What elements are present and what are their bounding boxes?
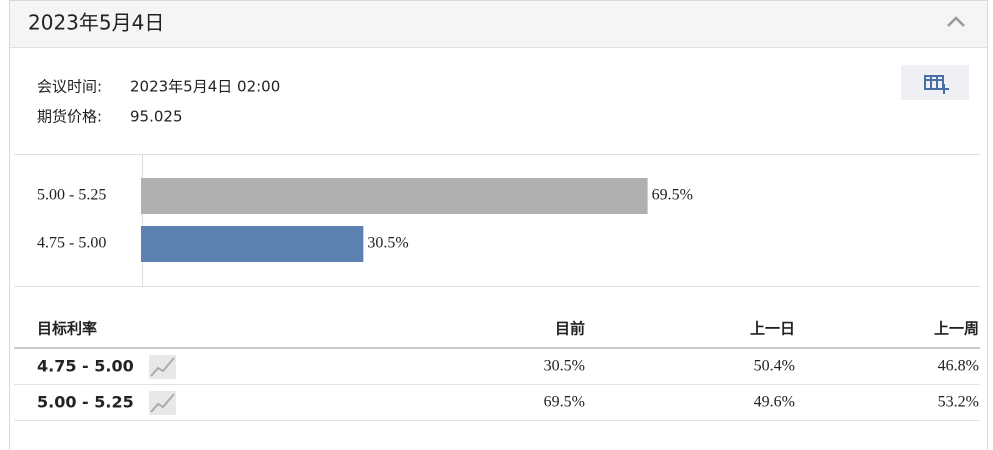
table-cell: 69.5%: [544, 394, 585, 411]
trend-icon[interactable]: [149, 391, 176, 415]
table-icon: [924, 75, 944, 90]
meeting-value: 2023年5月4日 02:00: [130, 78, 280, 96]
column-header: 上一周: [934, 320, 979, 338]
bar: [141, 226, 364, 262]
column-header: 目标利率: [37, 320, 97, 338]
category-label: 5.00 - 5.25: [37, 187, 106, 204]
table-view-button[interactable]: [901, 65, 969, 100]
value-label: 69.5%: [652, 187, 693, 204]
table-cell: 49.6%: [754, 394, 795, 411]
price-label: 期货价格:: [37, 108, 102, 126]
bar: [141, 178, 648, 214]
trend-icon[interactable]: [149, 355, 176, 379]
icon-bg: [149, 355, 176, 379]
icon-line: [150, 357, 175, 377]
panel-border: [9, 0, 988, 450]
icon-bg: [149, 391, 176, 415]
table-cell: 46.8%: [938, 358, 979, 375]
meeting-label: 会议时间:: [37, 78, 102, 96]
table-cell: 53.2%: [938, 394, 979, 411]
category-label: 4.75 - 5.00: [37, 235, 106, 252]
button-bg: [901, 65, 969, 100]
column-header: 目前: [555, 320, 585, 338]
row-label: 5.00 - 5.25: [37, 393, 134, 412]
bar-chart: 5.00 - 5.25 69.5% 4.75 - 5.00 30.5%: [37, 178, 693, 262]
row-label: 4.75 - 5.00: [37, 357, 134, 376]
panel-header: [10, 1, 987, 47]
table-cell: 30.5%: [544, 358, 585, 375]
panel-title: 2023年5月4日: [28, 11, 164, 35]
icon-line: [150, 393, 175, 413]
plus-icon: [925, 76, 949, 94]
column-header: 上一日: [750, 320, 795, 338]
rate-table: 目标利率 目前 上一日 上一周 4.75 - 5.00 30.5% 50.4% 46.8% 5.…: [14, 320, 980, 421]
collapse-button[interactable]: [947, 16, 965, 27]
value-label: 30.5%: [367, 235, 408, 252]
price-value: 95.025: [130, 108, 183, 126]
table-cell: 50.4%: [754, 358, 795, 375]
